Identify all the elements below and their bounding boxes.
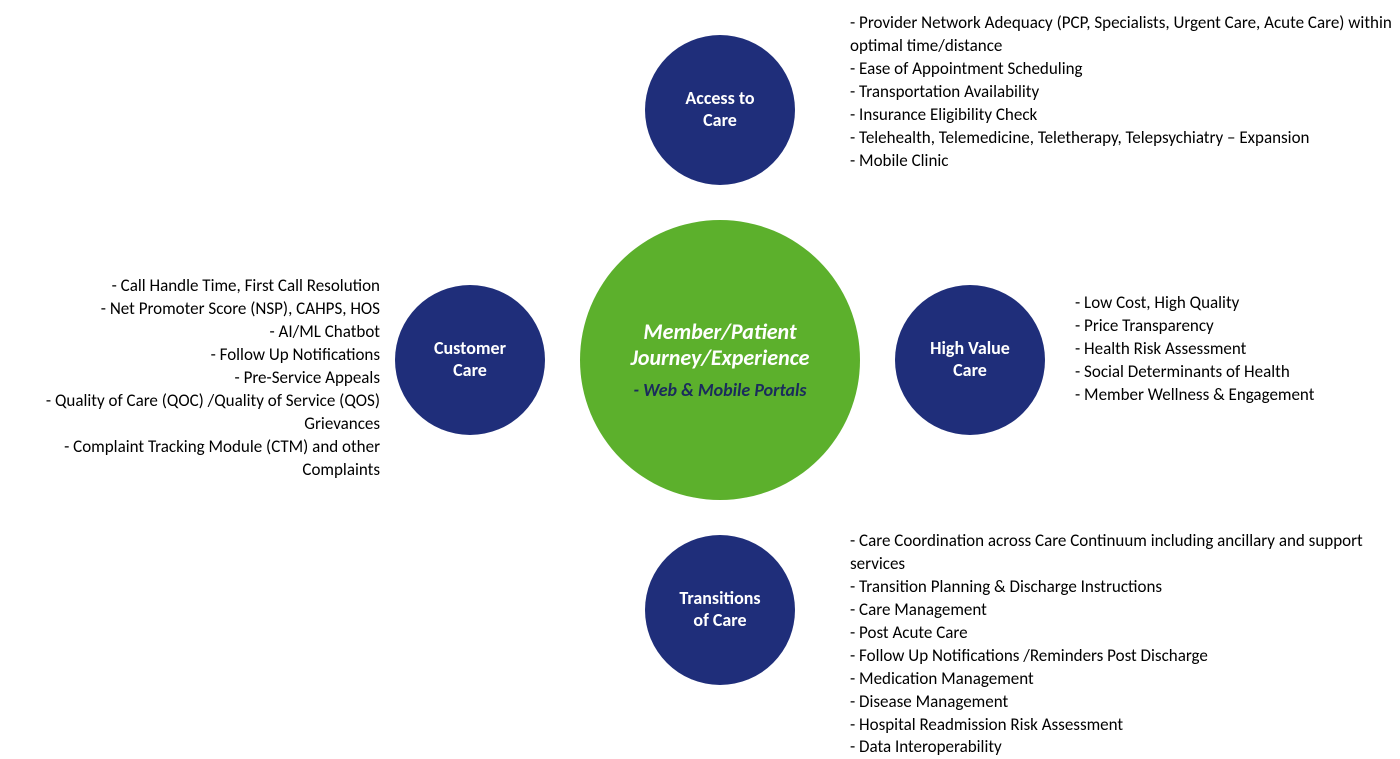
satellite-label: Transitions of Care xyxy=(679,588,760,631)
bullet-item: - Hospital Readmission Risk Assessment xyxy=(850,714,1395,737)
bullet-item: - Ease of Appointment Scheduling xyxy=(850,58,1400,81)
satellite-left-line1: Customer xyxy=(434,337,506,359)
bullet-item: - Post Acute Care xyxy=(850,622,1395,645)
bullets-customer-care: - Call Handle Time, First Call Resolutio… xyxy=(20,275,380,481)
center-title-line2: Journey/Experience xyxy=(631,344,810,371)
satellite-customer-care: Customer Care xyxy=(395,285,545,435)
bullet-item: - Medication Management xyxy=(850,668,1395,691)
bullets-high-value-care: - Low Cost, High Quality- Price Transpar… xyxy=(1075,292,1385,407)
bullet-item: - Mobile Clinic xyxy=(850,150,1400,173)
satellite-top-line2: Care xyxy=(703,109,737,131)
bullet-item: - Member Wellness & Engagement xyxy=(1075,384,1385,407)
satellite-right-line1: High Value xyxy=(930,337,1010,359)
satellite-left-line2: Care xyxy=(453,359,487,381)
satellite-access-to-care: Access to Care xyxy=(645,35,795,185)
bullet-item: - Follow Up Notifications /Reminders Pos… xyxy=(850,645,1395,668)
bullet-item: - Care Management xyxy=(850,599,1395,622)
bullet-item: - Pre-Service Appeals xyxy=(20,367,380,390)
center-title: Member/Patient Journey/Experience xyxy=(631,319,810,372)
satellite-label: Customer Care xyxy=(434,338,506,381)
bullet-item: - Care Coordination across Care Continuu… xyxy=(850,530,1395,576)
satellite-high-value-care: High Value Care xyxy=(895,285,1045,435)
bullet-item: - Insurance Eligibility Check xyxy=(850,104,1400,127)
bullet-item: - Low Cost, High Quality xyxy=(1075,292,1385,315)
bullet-item: - Call Handle Time, First Call Resolutio… xyxy=(20,275,380,298)
center-subtitle: - Web & Mobile Portals xyxy=(633,379,806,401)
satellite-right-line2: Care xyxy=(953,359,987,381)
center-hub-circle: Member/Patient Journey/Experience - Web … xyxy=(580,220,860,500)
satellite-bottom-line1: Transitions xyxy=(679,587,760,609)
bullet-item: - AI/ML Chatbot xyxy=(20,321,380,344)
satellite-top-line1: Access to xyxy=(685,87,754,109)
bullet-item: - Provider Network Adequacy (PCP, Specia… xyxy=(850,12,1400,58)
bullet-item: - Complaint Tracking Module (CTM) and ot… xyxy=(20,436,380,482)
bullet-item: - Net Promoter Score (NSP), CAHPS, HOS xyxy=(20,298,380,321)
bullet-item: - Health Risk Assessment xyxy=(1075,338,1385,361)
bullet-item: - Price Transparency xyxy=(1075,315,1385,338)
bullet-item: - Telehealth, Telemedicine, Teletherapy,… xyxy=(850,127,1400,150)
bullet-item: - Follow Up Notifications xyxy=(20,344,380,367)
bullet-item: - Transition Planning & Discharge Instru… xyxy=(850,576,1395,599)
bullet-item: - Quality of Care (QOC) /Quality of Serv… xyxy=(20,390,380,436)
satellite-bottom-line2: of Care xyxy=(693,609,746,631)
bullet-item: - Transportation Availability xyxy=(850,81,1400,104)
bullets-access-to-care: - Provider Network Adequacy (PCP, Specia… xyxy=(850,12,1400,173)
bullet-item: - Social Determinants of Health xyxy=(1075,361,1385,384)
satellite-label: High Value Care xyxy=(930,338,1010,381)
satellite-label: Access to Care xyxy=(685,88,754,131)
satellite-transitions-of-care: Transitions of Care xyxy=(645,535,795,685)
bullet-item: - Data Interoperability xyxy=(850,736,1395,759)
bullets-transitions-of-care: - Care Coordination across Care Continuu… xyxy=(850,530,1395,759)
center-title-line1: Member/Patient xyxy=(643,318,796,345)
bullet-item: - Disease Management xyxy=(850,691,1395,714)
